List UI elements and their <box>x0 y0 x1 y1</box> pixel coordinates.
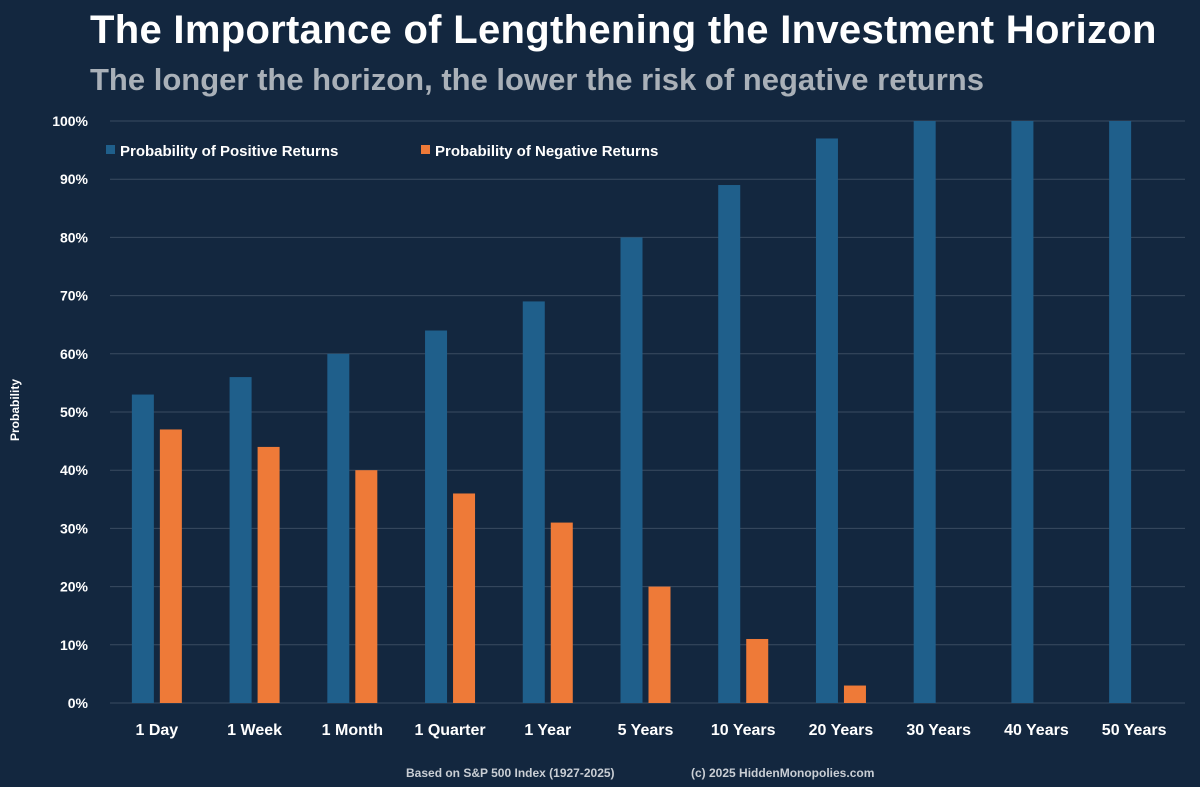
bar-positive-1-year <box>522 301 545 703</box>
y-tick-label: 90% <box>60 171 89 187</box>
y-tick-label: 60% <box>60 346 89 362</box>
x-tick-label: 10 Years <box>711 722 776 739</box>
y-tick-label: 100% <box>52 113 88 129</box>
y-tick-label: 20% <box>60 579 89 595</box>
bars <box>131 121 1132 703</box>
footer-copyright: (c) 2025 HiddenMonopolies.com <box>691 766 875 780</box>
y-tick-label: 10% <box>60 637 89 653</box>
x-tick-label: 1 Quarter <box>414 722 485 739</box>
bar-negative-5-years <box>648 586 671 703</box>
x-tick-label: 50 Years <box>1102 722 1167 739</box>
y-tick-label: 0% <box>68 695 89 711</box>
legend-label: Probability of Negative Returns <box>435 143 658 160</box>
bar-positive-1-week <box>229 377 252 703</box>
grid-lines <box>110 120 1185 704</box>
bar-negative-20-years <box>843 685 866 703</box>
x-axis-ticks: 1 Day 1 Week 1 Month 1 Quarter 1 Year 5 Years… <box>136 722 1167 739</box>
x-tick-label: 1 Week <box>227 722 282 739</box>
footer-source: Based on S&P 500 Index (1927-2025) <box>406 766 615 780</box>
legend-label: Probability of Positive Returns <box>120 143 338 160</box>
legend-swatch <box>421 145 430 154</box>
x-tick-label: 1 Year <box>524 722 571 739</box>
y-tick-label: 40% <box>60 462 89 478</box>
y-tick-label: 80% <box>60 229 89 245</box>
y-axis-ticks: 0% 10% 20% 30% 40% 50% 60% 70% 80% 90% 100% <box>52 113 88 711</box>
x-tick-label: 20 Years <box>809 722 874 739</box>
x-tick-label: 1 Day <box>136 722 179 739</box>
bar-positive-20-years <box>815 138 838 703</box>
bar-negative-10-years <box>746 638 769 703</box>
x-tick-label: 30 Years <box>906 722 971 739</box>
bar-negative-1-week <box>257 446 280 703</box>
bar-positive-30-years <box>913 121 936 703</box>
y-tick-label: 70% <box>60 288 89 304</box>
bar-negative-1-day <box>159 429 182 703</box>
bar-negative-1-year <box>550 522 573 703</box>
bar-positive-40-years <box>1011 121 1034 703</box>
x-tick-label: 1 Month <box>322 722 383 739</box>
x-tick-label: 40 Years <box>1004 722 1069 739</box>
bar-positive-50-years <box>1109 121 1132 703</box>
bar-positive-1-day <box>131 394 154 703</box>
legend-swatch <box>106 145 115 154</box>
bar-negative-1-quarter <box>453 493 476 703</box>
legend: Probability of Positive Returns Probabili… <box>106 143 658 160</box>
y-axis-label: Probability <box>8 379 22 441</box>
x-tick-label: 5 Years <box>618 722 674 739</box>
chart-subtitle: The longer the horizon, the lower the ri… <box>90 62 984 97</box>
chart-title: The Importance of Lengthening the Invest… <box>90 8 1157 52</box>
y-tick-label: 30% <box>60 520 89 536</box>
bar-positive-1-quarter <box>425 330 448 703</box>
y-tick-label: 50% <box>60 404 89 420</box>
bar-positive-10-years <box>718 185 741 703</box>
bar-negative-1-month <box>355 470 378 703</box>
bar-positive-5-years <box>620 237 643 703</box>
bar-positive-1-month <box>327 353 350 703</box>
